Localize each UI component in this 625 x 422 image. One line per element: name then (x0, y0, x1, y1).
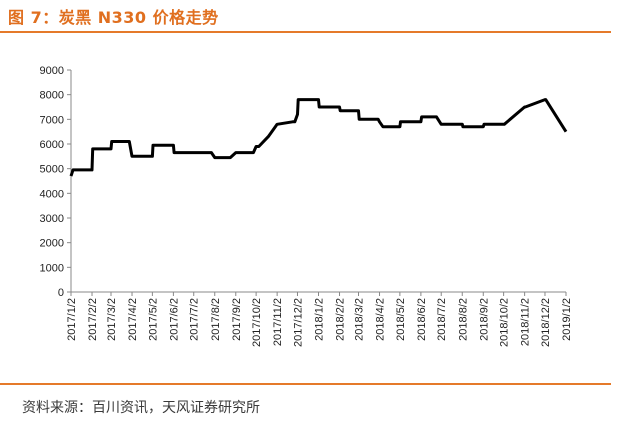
y-tick-label: 8000 (40, 90, 64, 102)
x-tick-label: 2017/3/2 (106, 298, 118, 341)
x-tick-label: 2017/8/2 (210, 298, 222, 341)
x-tick-label: 2018/2/2 (335, 298, 347, 341)
x-tick-label: 2017/9/2 (231, 298, 243, 341)
x-tick-label: 2018/3/2 (354, 298, 366, 341)
x-tick-label: 2018/8/2 (457, 298, 469, 341)
series-line-1 (69, 98, 568, 177)
x-tick-label: 2018/12/2 (540, 298, 552, 347)
x-tick-label: 2019/1/2 (561, 298, 573, 341)
x-tick-label: 2017/1/2 (66, 298, 78, 341)
x-tick-label: 2017/6/2 (168, 298, 180, 341)
y-tick-label: 9000 (40, 65, 64, 77)
x-tick-label: 2018/6/2 (416, 298, 428, 341)
y-tick-label: 2000 (40, 238, 64, 250)
y-tick-label: 5000 (40, 164, 64, 176)
y-tick-label: 1000 (40, 262, 64, 274)
y-tick-label: 4000 (40, 188, 64, 200)
x-tick-label: 2017/7/2 (189, 298, 201, 341)
y-tick-label: 6000 (40, 139, 64, 151)
y-tick-label: 0 (58, 287, 64, 299)
x-tick-label: 2018/11/2 (520, 298, 532, 346)
x-tick-label: 2017/4/2 (127, 298, 139, 341)
x-tick-label: 2017/5/2 (147, 298, 159, 341)
bottom-divider (0, 383, 611, 385)
x-tick-label: 2018/1/2 (314, 298, 326, 341)
x-tick-label: 2018/5/2 (395, 298, 407, 341)
x-axis-ticks: 2017/1/2 2017/2/2 2017/3/2 2017/4/2 2017/5/2… (66, 292, 573, 347)
x-tick-label: 2017/11/2 (272, 298, 284, 346)
x-tick-label: 2018/4/2 (375, 298, 387, 341)
x-tick-label: 2017/10/2 (251, 298, 263, 347)
top-divider (0, 31, 611, 33)
chart-series (69, 98, 568, 177)
x-tick-label: 2018/10/2 (499, 298, 511, 347)
y-axis-ticks: 0 1000 2000 3000 4000 5000 6000 7000 8000 9000 (40, 65, 71, 299)
y-tick-label: 7000 (40, 114, 64, 126)
figure-title: 图 7：炭黑 N330 价格走势 (8, 8, 219, 27)
x-tick-label: 2018/7/2 (436, 298, 448, 341)
source-note: 资料来源：百川资讯，天风证券研究所 (22, 400, 260, 416)
y-tick-label: 3000 (40, 213, 64, 225)
x-tick-label: 2017/12/2 (292, 298, 304, 347)
x-tick-label: 2018/9/2 (478, 298, 490, 341)
x-tick-label: 2017/2/2 (87, 298, 99, 341)
